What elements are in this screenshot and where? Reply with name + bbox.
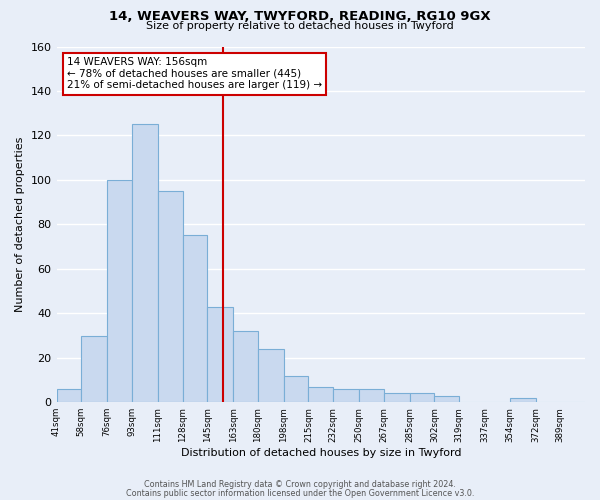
Bar [333,389,359,402]
Text: 14 WEAVERS WAY: 156sqm
← 78% of detached houses are smaller (445)
21% of semi-de: 14 WEAVERS WAY: 156sqm ← 78% of detached… [67,57,322,90]
Bar [81,336,107,402]
Bar [182,236,207,402]
Bar [107,180,132,402]
Text: Contains HM Land Registry data © Crown copyright and database right 2024.: Contains HM Land Registry data © Crown c… [144,480,456,489]
Text: Size of property relative to detached houses in Twyford: Size of property relative to detached ho… [146,21,454,31]
Text: Contains public sector information licensed under the Open Government Licence v3: Contains public sector information licen… [126,488,474,498]
Bar [158,191,182,402]
Bar [132,124,158,402]
Text: 14, WEAVERS WAY, TWYFORD, READING, RG10 9GX: 14, WEAVERS WAY, TWYFORD, READING, RG10 … [109,10,491,23]
Bar [258,349,284,402]
Bar [434,396,459,402]
Bar [56,389,81,402]
X-axis label: Distribution of detached houses by size in Twyford: Distribution of detached houses by size … [181,448,461,458]
Bar [384,394,410,402]
Bar [359,389,384,402]
Bar [510,398,536,402]
Bar [207,306,233,402]
Bar [284,376,308,402]
Bar [308,386,333,402]
Bar [410,394,434,402]
Bar [233,331,258,402]
Y-axis label: Number of detached properties: Number of detached properties [15,136,25,312]
